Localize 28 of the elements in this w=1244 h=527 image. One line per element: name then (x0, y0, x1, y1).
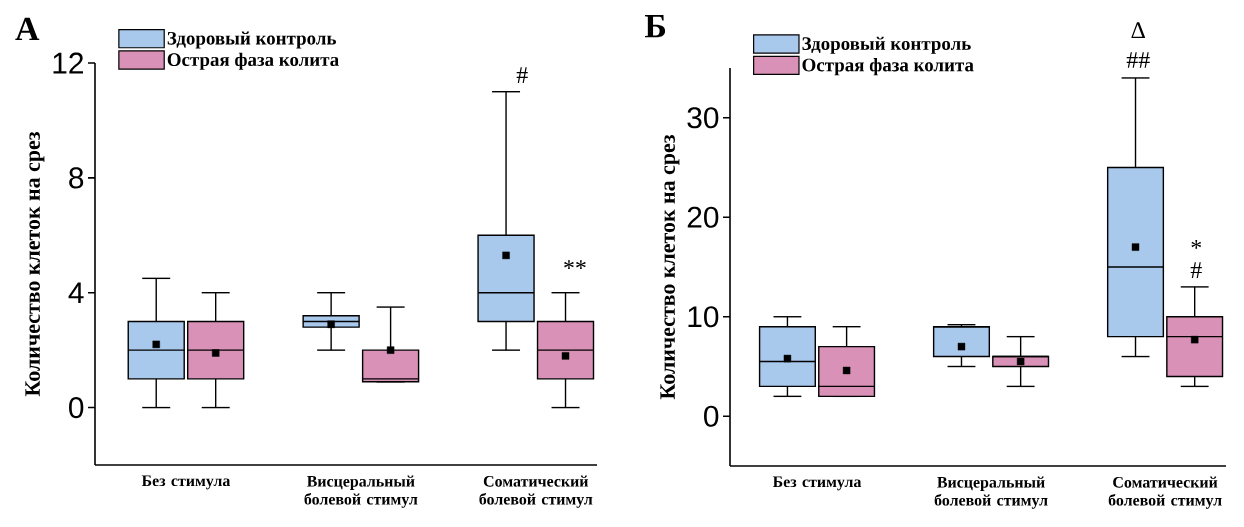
y-axis-title: Количество клеток на срез (25, 132, 45, 397)
y-tick-label: 30 (687, 107, 719, 129)
y-axis-title: Количество клеток на срез (660, 135, 680, 400)
annotation: # (1190, 262, 1202, 279)
y-tick-label: 0 (704, 405, 719, 427)
x-tick-label: Висцеральный болевой стимул (934, 476, 1048, 509)
x-tick-label: Висцеральный болевой стимул (304, 475, 418, 508)
y-tick-label: 4 (68, 282, 84, 303)
y-tick-label: 10 (688, 306, 719, 328)
legend-label: Острая фаза колита (167, 52, 339, 70)
annotation: * (1191, 240, 1202, 249)
legend-label: Острая фаза колита (802, 58, 974, 76)
text: ∆ (1131, 22, 1145, 39)
y-tick-label: 12 (53, 52, 83, 74)
x-tick-label: Без стимула (772, 476, 862, 491)
y-tick-label: 0 (69, 396, 84, 419)
x-tick-label: Соматический болевой стимул (1108, 476, 1222, 509)
text: ## (1126, 52, 1150, 68)
legend-label: Здоровый контроль (167, 31, 337, 49)
y-tick-label: 20 (687, 206, 719, 228)
annotation: ** (564, 260, 586, 269)
legend-label: Здоровый контроль (802, 36, 971, 54)
x-tick-label: Соматический болевой стимул (479, 475, 593, 508)
x-tick-label: Без стимула (141, 475, 231, 490)
chart-title: А (15, 17, 40, 41)
chart-title: Б (644, 15, 666, 38)
y-tick-label: 8 (69, 167, 84, 189)
annotation: # (516, 67, 528, 83)
